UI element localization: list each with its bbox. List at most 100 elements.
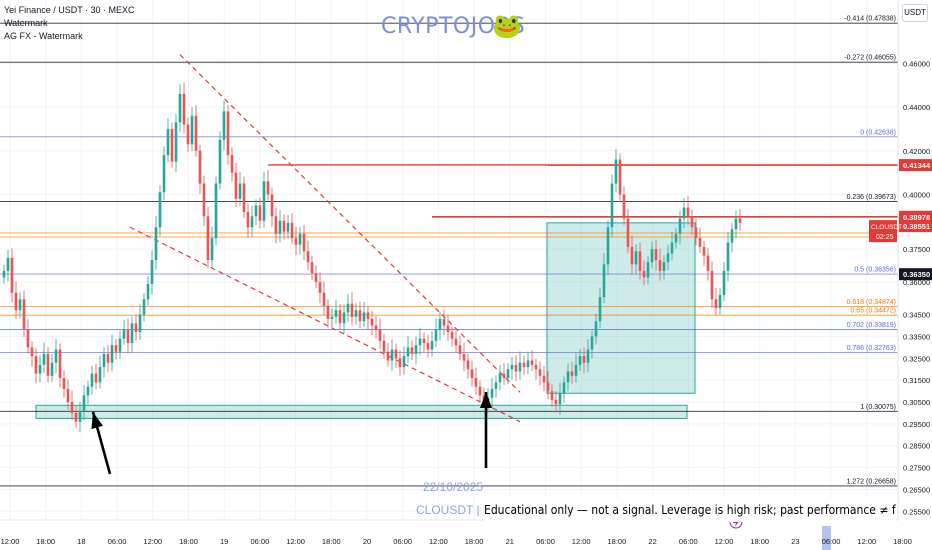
- price-badge-label: 0.38551: [903, 222, 930, 231]
- candle: [66, 379, 70, 410]
- candle-body: [610, 183, 614, 228]
- candle: [578, 349, 582, 371]
- fib-level-label: 0.236 (0.39673): [847, 194, 896, 201]
- candle-body: [538, 369, 542, 376]
- candle: [550, 384, 554, 407]
- currency-button[interactable]: USDT: [902, 4, 928, 22]
- candle: [518, 351, 522, 381]
- candle: [478, 380, 482, 403]
- candle-body: [390, 349, 394, 361]
- candle-body: [330, 316, 334, 319]
- x-tick-label: 18:00: [36, 537, 55, 546]
- candle-body: [198, 150, 202, 184]
- candle-body: [422, 338, 426, 344]
- candle: [50, 353, 54, 382]
- candle: [54, 339, 58, 374]
- candle: [150, 250, 154, 295]
- candle-body: [410, 347, 414, 354]
- lightning-icon-glyph: [733, 517, 739, 527]
- candle-body: [678, 218, 682, 234]
- candle-body: [318, 281, 322, 293]
- candle: [250, 205, 254, 237]
- indicator-agfx-label[interactable]: AG FX - Watermark: [4, 31, 83, 41]
- candle-body: [694, 227, 698, 239]
- candle-body: [730, 229, 734, 243]
- candle: [306, 240, 310, 271]
- candle: [330, 308, 334, 327]
- candle: [414, 336, 418, 365]
- candle-body: [478, 386, 482, 396]
- candle-body: [54, 349, 58, 363]
- annotation-arrow: [91, 411, 112, 475]
- candle: [522, 355, 526, 375]
- x-tick-label: 18: [77, 537, 85, 546]
- candle: [434, 318, 438, 347]
- candle: [586, 339, 590, 373]
- candle: [706, 247, 710, 281]
- candle: [678, 210, 682, 245]
- candle-body: [126, 329, 130, 344]
- candle-body: [566, 371, 570, 383]
- candle: [574, 353, 578, 383]
- candle: [258, 197, 262, 229]
- candle: [282, 214, 286, 240]
- y-tick-label: 0.46000: [903, 59, 930, 68]
- candle: [298, 226, 302, 255]
- candle-body: [74, 412, 78, 422]
- candle: [730, 223, 734, 253]
- candle: [670, 232, 674, 261]
- y-tick-label: 0.36000: [903, 278, 930, 287]
- candle-body: [702, 246, 706, 256]
- candle-body: [582, 356, 586, 363]
- x-tick-label: 18:00: [465, 537, 484, 546]
- candle: [534, 358, 538, 380]
- candle: [510, 357, 514, 380]
- candle: [354, 303, 358, 325]
- indicator-watermark-label[interactable]: Watermark: [4, 18, 48, 28]
- candle: [94, 364, 98, 390]
- candle-body: [714, 299, 718, 309]
- candle-body: [474, 377, 478, 387]
- candle: [242, 176, 246, 219]
- candle-body: [398, 358, 402, 368]
- candle: [10, 248, 14, 303]
- candle-body: [222, 111, 226, 140]
- candle: [442, 310, 446, 336]
- y-tick-label: 0.26500: [903, 485, 930, 494]
- price-badge-label: 0.38978: [903, 213, 930, 222]
- candle: [626, 208, 630, 254]
- candle: [674, 227, 678, 249]
- y-tick-label: 0.29500: [903, 420, 930, 429]
- candle: [42, 342, 46, 373]
- candle-body: [290, 222, 294, 239]
- candle-body: [402, 356, 406, 368]
- candle-body: [38, 364, 42, 374]
- price-badge-bg: [899, 220, 932, 233]
- candle-body: [354, 310, 358, 317]
- candle-body: [690, 216, 694, 228]
- candle: [514, 355, 518, 382]
- candle: [326, 298, 330, 328]
- candle-body: [590, 336, 594, 350]
- candle-body: [466, 360, 470, 370]
- candle-body: [526, 360, 530, 368]
- candle: [214, 176, 218, 246]
- x-tick-label: 12:00: [429, 537, 448, 546]
- candle-body: [662, 262, 666, 271]
- candle: [278, 210, 282, 243]
- candle-body: [658, 260, 662, 271]
- x-tick-label: 12:00: [1, 537, 20, 546]
- candle-body: [30, 347, 34, 357]
- candle: [618, 153, 622, 203]
- x-tick-label: 12:00: [715, 537, 734, 546]
- candle: [466, 353, 470, 379]
- candle-body: [114, 345, 118, 352]
- y-tick-label: 0.44000: [903, 103, 930, 112]
- candle-body: [522, 362, 526, 368]
- candle-body: [350, 303, 354, 317]
- y-tick-label: 0.32500: [903, 354, 930, 363]
- candle: [494, 375, 498, 398]
- candle-body: [618, 159, 622, 195]
- candle-body: [630, 246, 634, 265]
